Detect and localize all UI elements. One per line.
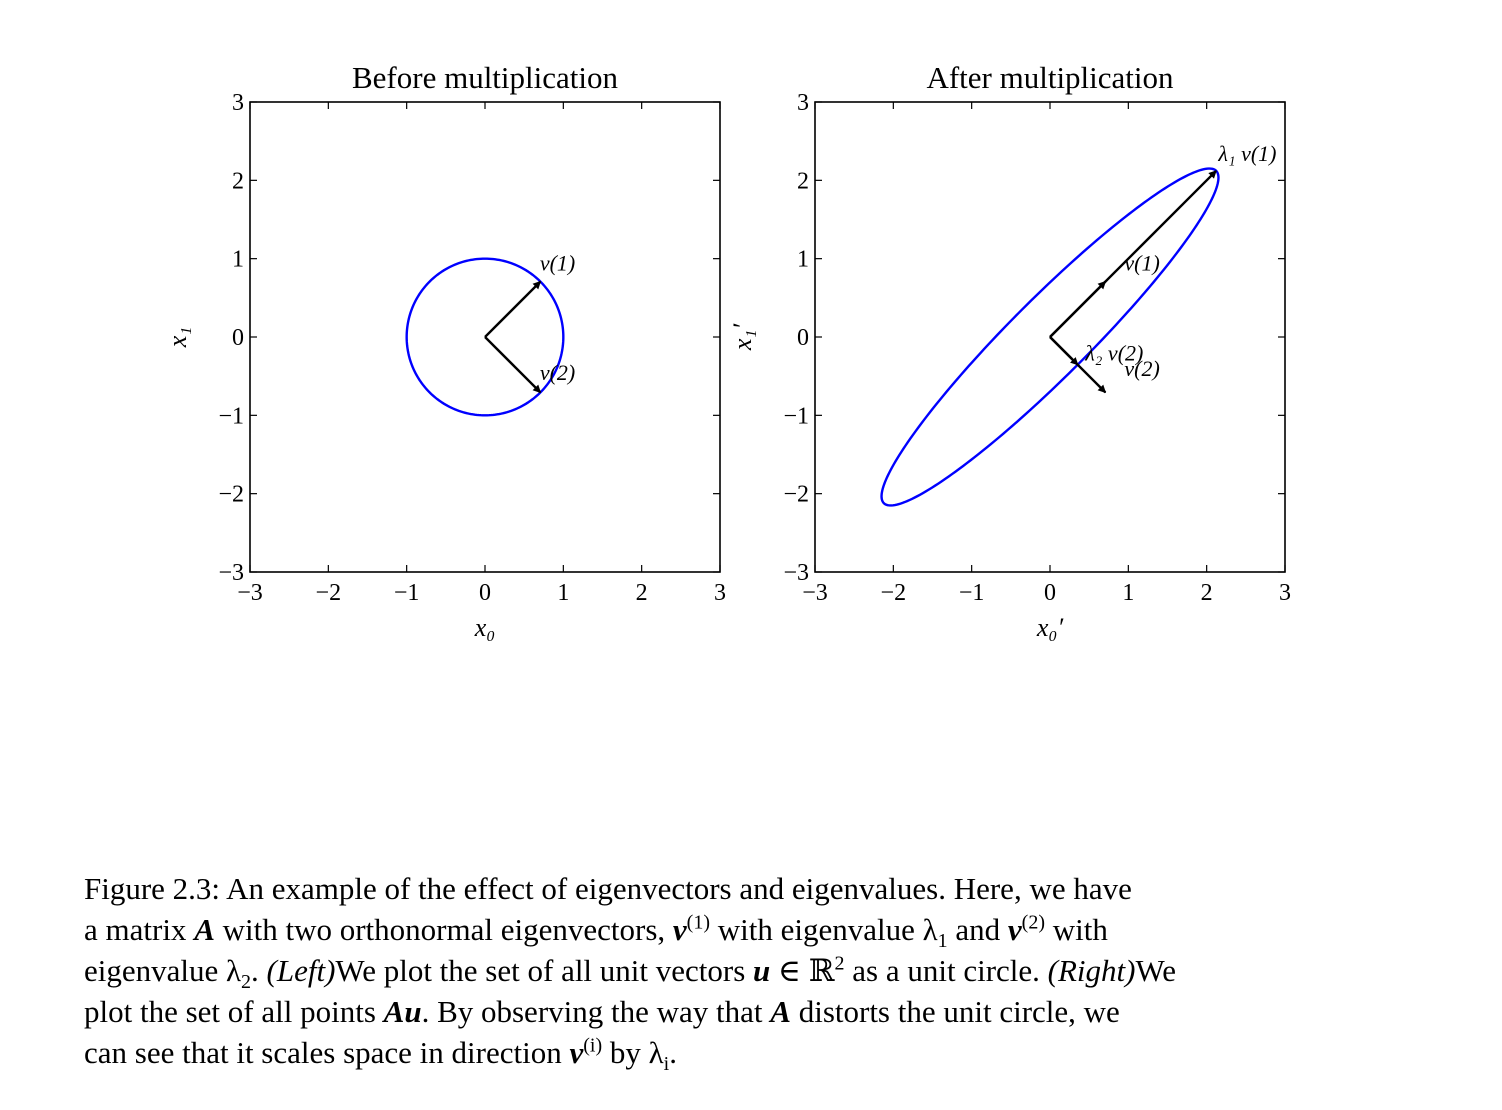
matrix-a-symbol: A — [770, 994, 791, 1029]
x-tick-label: 1 — [1122, 580, 1134, 606]
y-tick-label: 1 — [797, 247, 809, 273]
x-tick-label: 1 — [557, 580, 569, 606]
caption-text: . By observing the way that — [421, 994, 771, 1029]
caption-text: with two orthonormal eigenvectors, — [214, 912, 673, 947]
x-tick-label: 0 — [1044, 580, 1056, 606]
plot-title: Before multiplication — [352, 60, 619, 95]
caption-text: ∈ ℝ — [770, 953, 835, 988]
caption-text: We plot the set of all unit vectors — [335, 953, 754, 988]
vector-arrow — [1049, 170, 1217, 338]
y-tick-label: 0 — [797, 325, 809, 351]
x-tick-label: −2 — [881, 580, 907, 606]
subscript: 2 — [241, 971, 252, 994]
caption-text: can see that it scales space in directio… — [84, 1035, 570, 1070]
x-tick-label: −3 — [802, 580, 828, 606]
caption-line-1: Figure 2.3: An example of the effect of … — [84, 871, 1132, 906]
vector-label: v(2) — [540, 360, 575, 385]
matrix-product-symbol: Au — [383, 994, 422, 1029]
x-tick-label: −1 — [394, 580, 420, 606]
caption-text: as a unit circle. — [844, 953, 1048, 988]
caption-right-label: (Right) — [1047, 953, 1136, 988]
y-tick-label: −1 — [783, 403, 809, 429]
y-tick-label: 1 — [232, 247, 244, 273]
x-tick-label: −3 — [237, 580, 263, 606]
vector-label: v(1) — [540, 250, 575, 275]
caption-text: . — [251, 953, 267, 988]
vector-label: v(2) — [1124, 356, 1159, 381]
superscript: (1) — [686, 911, 710, 934]
caption-text: and — [947, 912, 1008, 947]
vector-arrow — [1049, 336, 1079, 366]
unit-vector-symbol: u — [753, 953, 771, 988]
x-tick-label: −2 — [316, 580, 342, 606]
caption-left-label: (Left) — [266, 953, 336, 988]
x-tick-label: −1 — [959, 580, 985, 606]
caption-text: plot the set of all points — [84, 994, 384, 1029]
subscript: i — [663, 1053, 670, 1076]
figure-caption: Figure 2.3: An example of the effect of … — [84, 868, 1424, 1076]
y-tick-label: −3 — [783, 560, 809, 586]
vector-arrow — [484, 336, 542, 394]
superscript: (2) — [1021, 911, 1045, 934]
y-axis-label: x₁ — [163, 327, 192, 349]
caption-text: . — [669, 1035, 677, 1070]
caption-text: eigenvalue λ — [84, 953, 242, 988]
y-tick-label: −2 — [218, 482, 244, 508]
caption-text: with — [1045, 912, 1108, 947]
caption-text: with eigenvalue λ — [709, 912, 938, 947]
eigenvector-symbol: v — [569, 1035, 584, 1070]
y-tick-label: 2 — [797, 168, 809, 194]
caption-text: We — [1135, 953, 1177, 988]
plot-title: After multiplication — [926, 60, 1174, 95]
eigenvector-symbol: v — [1007, 912, 1022, 947]
x-axis-label: x₀ — [474, 613, 496, 642]
caption-text: a matrix — [84, 912, 195, 947]
transformed-ellipse — [880, 167, 1220, 507]
caption-text: by λ — [602, 1035, 664, 1070]
y-tick-label: 3 — [232, 90, 244, 116]
vector-label: v(1) — [1124, 250, 1159, 275]
unit-circle — [405, 257, 565, 417]
vector-label: λ₂ v(2) — [1084, 341, 1143, 366]
subscript: 1 — [937, 930, 948, 953]
x-tick-label: 2 — [636, 580, 648, 606]
x-tick-label: 0 — [479, 580, 491, 606]
left-plot-before-multiplication: −3−3 −2 −2 −1 −1 0 0 1 1 2 2 3 3 Before multiplicatio… — [163, 60, 726, 642]
eigenvector-symbol: v — [672, 912, 687, 947]
y-axis-label: x₁′ — [728, 324, 757, 352]
matrix-a-symbol: A — [194, 912, 215, 947]
superscript: (i) — [583, 1034, 603, 1057]
right-plot-after-multiplication: −3−3 −2 −2 −1 −1 0 0 1 1 2 2 3 3 After multiplication… — [728, 60, 1291, 642]
x-tick-label: 3 — [1279, 580, 1291, 606]
caption-text: distorts the unit circle, we — [790, 994, 1120, 1029]
x-axis-label: x₀′ — [1036, 613, 1064, 642]
y-tick-label: 0 — [232, 325, 244, 351]
vector-label: λ₁ v(1) — [1217, 141, 1276, 166]
x-tick-label: 2 — [1201, 580, 1213, 606]
y-tick-label: 2 — [232, 168, 244, 194]
vector-arrow — [484, 280, 542, 338]
x-tick-label: 3 — [714, 580, 726, 606]
y-tick-label: −1 — [218, 403, 244, 429]
y-tick-label: −3 — [218, 560, 244, 586]
y-tick-label: 3 — [797, 90, 809, 116]
superscript: 2 — [834, 952, 845, 975]
y-tick-label: −2 — [783, 482, 809, 508]
